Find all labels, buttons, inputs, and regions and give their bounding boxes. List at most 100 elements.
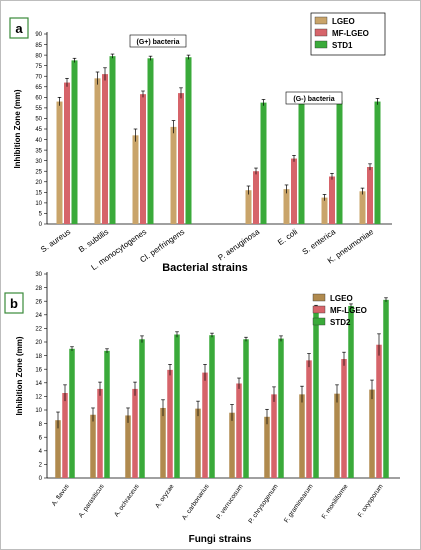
y-tick-label: 85 bbox=[35, 43, 42, 49]
bar bbox=[374, 101, 381, 224]
bar bbox=[369, 389, 375, 478]
bar bbox=[56, 101, 63, 224]
legend-label: STD2 bbox=[330, 318, 351, 327]
y-tick-label: 60 bbox=[35, 96, 42, 102]
y-tick-label: 75 bbox=[35, 64, 42, 70]
legend-swatch bbox=[314, 40, 328, 49]
bar bbox=[209, 335, 215, 478]
y-tick-label: 30 bbox=[35, 159, 42, 165]
y-tick-label: 30 bbox=[35, 272, 42, 278]
y-tick-label: 10 bbox=[35, 201, 42, 207]
bar bbox=[102, 74, 108, 224]
legend-label: MF-LGEO bbox=[332, 29, 369, 38]
y-tick-label: 20 bbox=[35, 340, 42, 346]
y-tick-label: 16 bbox=[35, 367, 42, 373]
bar bbox=[62, 393, 68, 478]
y-tick-label: 8 bbox=[39, 422, 43, 428]
bar bbox=[243, 339, 249, 478]
bar bbox=[341, 359, 347, 478]
bar bbox=[97, 388, 103, 478]
y-axis-label: Inhibition Zone (mm) bbox=[15, 336, 24, 415]
y-tick-label: 50 bbox=[35, 117, 42, 123]
bar bbox=[334, 393, 340, 478]
bar bbox=[236, 383, 242, 478]
legend-label: LGEO bbox=[330, 294, 353, 303]
bar bbox=[109, 56, 116, 224]
x-axis-label: Bacterial strains bbox=[162, 262, 248, 274]
y-tick-label: 35 bbox=[35, 148, 42, 154]
annotation: (G-) bacteria bbox=[293, 96, 334, 103]
y-tick-label: 0 bbox=[39, 476, 43, 482]
y-tick-label: 12 bbox=[35, 395, 42, 401]
legend-swatch bbox=[314, 16, 328, 25]
y-tick-label: 24 bbox=[35, 313, 42, 319]
bar bbox=[139, 339, 145, 478]
annotation-box bbox=[285, 91, 343, 105]
x-axis-label: Fungi strains bbox=[189, 534, 252, 545]
y-tick-label: 0 bbox=[39, 222, 43, 228]
panel-label-box bbox=[9, 17, 29, 39]
bar bbox=[306, 360, 312, 478]
y-tick-label: 55 bbox=[35, 106, 42, 112]
legend-label: STD1 bbox=[332, 41, 353, 50]
bar bbox=[253, 171, 259, 224]
bar bbox=[174, 334, 180, 478]
bar bbox=[336, 100, 343, 224]
bar bbox=[160, 407, 166, 478]
bar bbox=[383, 299, 389, 478]
bar bbox=[202, 372, 208, 478]
bar bbox=[376, 344, 382, 478]
panel-label: a bbox=[15, 21, 23, 36]
y-tick-label: 10 bbox=[35, 408, 42, 414]
bar bbox=[321, 197, 328, 224]
y-tick-label: 20 bbox=[35, 180, 42, 186]
y-tick-label: 65 bbox=[35, 85, 42, 91]
annotation: (G+) bacteria bbox=[137, 39, 180, 46]
y-tick-label: 15 bbox=[35, 191, 42, 197]
y-tick-label: 40 bbox=[35, 138, 42, 144]
bar bbox=[147, 58, 154, 225]
bar bbox=[329, 176, 335, 224]
bar bbox=[245, 190, 252, 224]
y-tick-label: 18 bbox=[35, 354, 42, 360]
y-tick-label: 90 bbox=[35, 32, 42, 38]
y-tick-label: 26 bbox=[35, 299, 42, 305]
bar bbox=[195, 408, 201, 478]
bar bbox=[348, 305, 354, 478]
y-tick-label: 2 bbox=[39, 463, 43, 469]
bar bbox=[260, 102, 267, 224]
y-tick-label: 80 bbox=[35, 53, 42, 59]
bar bbox=[313, 307, 319, 478]
y-tick-label: 14 bbox=[35, 381, 42, 387]
bar bbox=[132, 135, 139, 224]
bar bbox=[185, 57, 192, 224]
y-tick-label: 6 bbox=[39, 435, 43, 441]
bar bbox=[167, 369, 173, 478]
y-tick-label: 5 bbox=[39, 212, 43, 218]
bar bbox=[125, 415, 131, 478]
legend-swatch bbox=[312, 305, 326, 314]
legend-label: MF-LGEO bbox=[330, 306, 367, 315]
bar bbox=[64, 82, 70, 224]
y-tick-label: 70 bbox=[35, 74, 42, 80]
legend-swatch bbox=[314, 28, 328, 37]
panel-label: b bbox=[10, 296, 18, 311]
bar bbox=[104, 350, 110, 478]
y-tick-label: 45 bbox=[35, 127, 42, 133]
legend-swatch bbox=[312, 293, 326, 302]
bar bbox=[283, 189, 290, 224]
bar bbox=[291, 158, 297, 224]
y-tick-label: 25 bbox=[35, 169, 42, 175]
bar bbox=[94, 78, 101, 224]
legend-label: LGEO bbox=[332, 17, 355, 26]
bar bbox=[55, 420, 61, 478]
bar bbox=[132, 388, 138, 478]
y-axis-label: Inhibition Zone (mm) bbox=[13, 89, 22, 168]
bar bbox=[90, 414, 96, 478]
bar bbox=[271, 394, 277, 478]
panel-label-box bbox=[4, 292, 24, 314]
bar bbox=[170, 126, 177, 224]
bar bbox=[367, 167, 373, 224]
bar bbox=[359, 191, 366, 224]
